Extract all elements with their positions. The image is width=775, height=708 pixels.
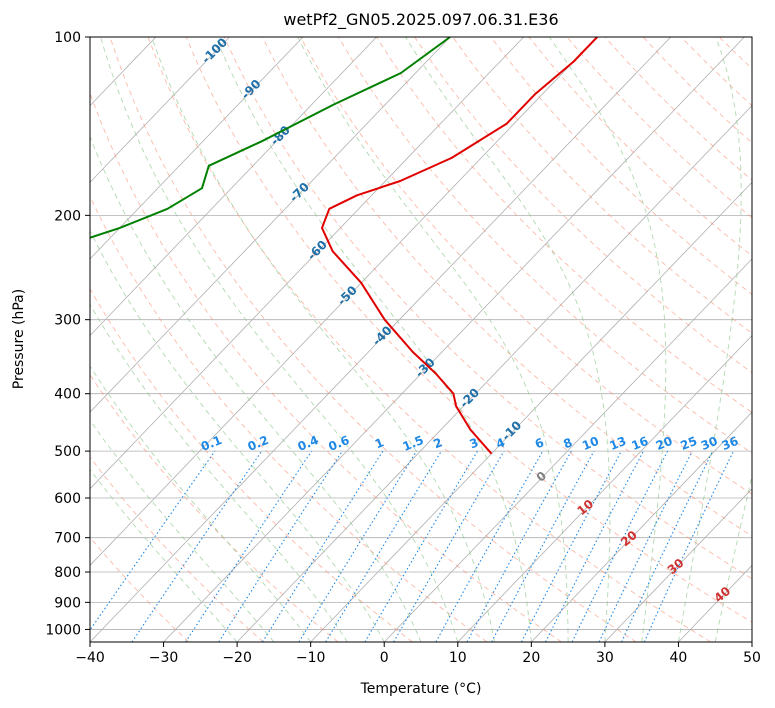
y-tick-label: 300 <box>54 313 81 329</box>
dry-adiabat-line <box>90 373 339 642</box>
y-tick-label: 900 <box>54 595 81 611</box>
isotherm-line <box>163 37 745 642</box>
moist-adiabat-line <box>90 468 238 642</box>
isotherm-line <box>90 37 230 183</box>
x-tick-label: −30 <box>149 650 179 666</box>
y-tick-label: 700 <box>54 531 81 547</box>
isotherm-line <box>90 37 451 413</box>
dry-adiabat-line <box>376 37 752 414</box>
isotherm-line <box>90 37 304 260</box>
isotherm-line <box>457 334 752 642</box>
moist-adiabat-line <box>90 365 312 642</box>
x-tick-label: 10 <box>449 650 467 666</box>
isotherm-line <box>90 37 524 490</box>
isotherms <box>90 37 752 642</box>
mixing-ratio-line <box>491 450 595 642</box>
mixing-ratio-label: 30 <box>699 434 720 453</box>
moist-adiabat-line <box>90 303 348 642</box>
moist-adiabat-line <box>677 37 742 642</box>
y-tick-label: 200 <box>54 208 81 224</box>
y-tick-label: 800 <box>54 565 81 581</box>
y-tick-label: 100 <box>54 30 81 46</box>
mixing-ratio-line <box>571 450 669 642</box>
dry-adiabat-line <box>338 37 752 454</box>
mixing-ratio-line <box>298 450 418 642</box>
y-tick-label: 400 <box>54 387 81 403</box>
isotherm-line <box>604 488 752 642</box>
isotherm-line <box>90 37 672 642</box>
mixing-ratio-line <box>218 450 343 642</box>
x-tick-label: 30 <box>596 650 614 666</box>
mixing-ratio-line <box>185 450 313 642</box>
x-tick-label: 40 <box>670 650 688 666</box>
dry-adiabat-line <box>185 37 752 623</box>
dry-adiabat-line <box>147 37 712 642</box>
mixing-ratio-label: 25 <box>678 434 699 453</box>
chart-title: wetPf2_GN05.2025.097.06.31.E36 <box>283 10 558 30</box>
mixing-ratio-line <box>325 450 442 642</box>
x-tick-label: −10 <box>296 650 326 666</box>
x-tick-label: −20 <box>222 650 252 666</box>
mixing-ratio-line <box>262 450 384 642</box>
mixing-ratio-label: 36 <box>720 434 741 453</box>
moist-adiabat-line <box>405 37 611 642</box>
dry-adiabat-line <box>300 37 752 495</box>
dry-adiabat-line <box>452 37 752 334</box>
mixing-ratio-line <box>466 450 572 642</box>
mixing-ratio-line <box>131 450 263 642</box>
mixing-ratio-label: 10 <box>580 434 601 453</box>
isotherm-line <box>90 37 598 566</box>
moist-adiabat-line <box>297 37 569 642</box>
moist-adiabat-line <box>215 37 532 642</box>
moist-adiabat-line <box>90 135 422 642</box>
isobars <box>90 37 752 630</box>
plot-frame <box>89 36 753 643</box>
y-tick-label: 500 <box>54 444 81 460</box>
x-tick-label: −40 <box>75 650 105 666</box>
mixing-ratio-lines <box>90 450 734 642</box>
mixing-ratio-label: 16 <box>630 434 651 453</box>
moist-adiabat-line <box>90 229 385 642</box>
dry-adiabats <box>90 37 752 642</box>
y-tick-label: 600 <box>54 491 81 507</box>
mixing-ratio-label: 20 <box>654 434 675 453</box>
dewpoint-profile <box>90 37 451 239</box>
isotherm-line <box>90 37 377 337</box>
mixing-ratio-label: 13 <box>607 434 628 453</box>
mixing-ratio-line <box>90 450 216 632</box>
dry-adiabat-line <box>109 37 637 642</box>
x-axis-label: Temperature (°C) <box>360 681 482 697</box>
moist-adiabats <box>90 37 752 642</box>
y-tick-label: 1000 <box>45 622 81 638</box>
dry-adiabat-line <box>90 91 562 642</box>
moist-adiabat-line <box>100 37 459 642</box>
isotherm-line <box>531 411 752 642</box>
moist-adiabat-line <box>548 37 667 642</box>
isotherm-line <box>383 258 752 642</box>
dry-adiabat-line <box>90 195 488 642</box>
temperature-profile <box>321 37 598 455</box>
mixing-ratio-line <box>435 450 544 642</box>
moist-adiabat-line <box>151 37 496 642</box>
dry-adiabat-line <box>261 37 752 537</box>
dry-adiabat-line <box>90 287 413 642</box>
x-tick-label: 0 <box>380 650 389 666</box>
y-axis-label: Pressure (hPa) <box>11 289 27 389</box>
x-tick-label: 20 <box>522 650 540 666</box>
x-tick-label: 50 <box>743 650 761 666</box>
dry-adiabat-line <box>223 37 752 580</box>
isotherm-line <box>236 105 752 642</box>
axes-ticks: −40 −30 −20 −10 0 10 20 30 40 50 100 200 300 400 500 60… <box>45 30 761 666</box>
moist-adiabat-line <box>90 419 275 642</box>
